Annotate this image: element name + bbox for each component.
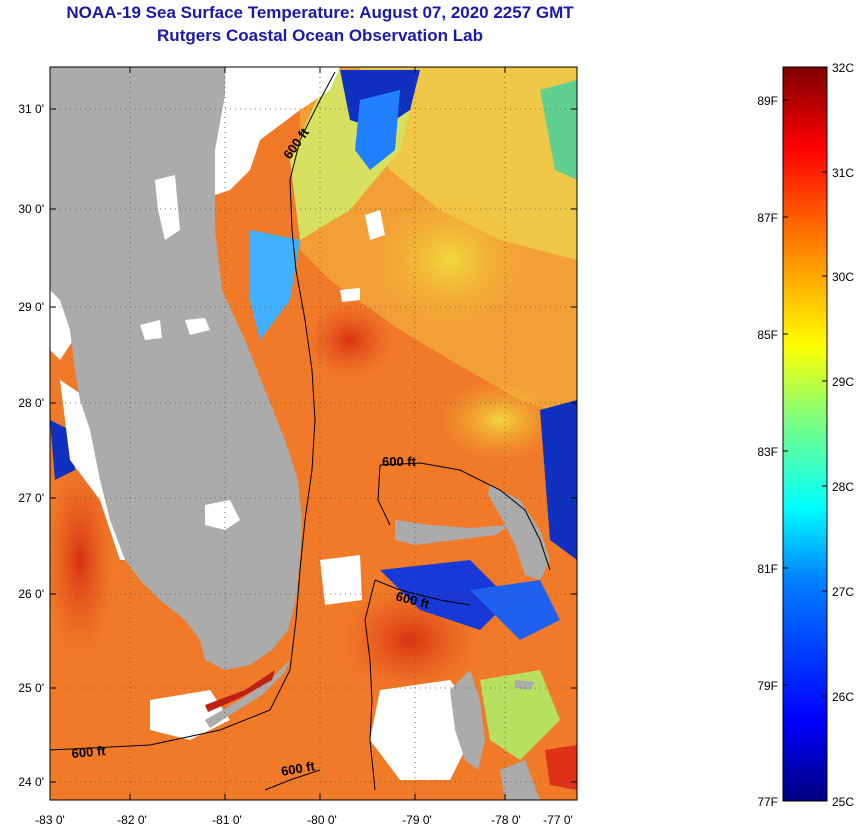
grand-bahama xyxy=(395,520,510,545)
ocean-yellow-patch xyxy=(360,67,577,260)
colorbar-f-label: 83F xyxy=(757,445,778,459)
lon-tick-label: -82 0' xyxy=(117,813,147,827)
isobath-600ft xyxy=(50,71,551,791)
lon-tick-label: -77 0' xyxy=(543,813,573,827)
colorbar-f-label: 85F xyxy=(757,328,778,342)
cool-water-east xyxy=(540,400,577,560)
lat-tick-label: 24 0' xyxy=(18,775,44,789)
colorbar-f-label: 77F xyxy=(757,795,778,809)
lat-tick-label: 31 0' xyxy=(18,102,44,116)
lake xyxy=(140,320,162,340)
lake xyxy=(155,175,180,240)
map-gridlines xyxy=(50,67,577,800)
map-tick-marks xyxy=(50,67,577,800)
colorbar-c-label: 32C xyxy=(832,61,854,75)
longitude-tick-labels: -83 0' -82 0' -81 0' -80 0' -79 0' -78 0… xyxy=(35,813,573,827)
sst-image xyxy=(50,67,577,800)
cool-water-north-2 xyxy=(355,90,400,170)
cloud-small-1 xyxy=(365,210,385,240)
warm-spot-se xyxy=(545,745,577,790)
colorbar-c-label: 25C xyxy=(832,795,854,809)
cloud-small-2 xyxy=(340,288,360,302)
lat-tick-label: 28 0' xyxy=(18,396,44,410)
lake xyxy=(185,318,210,335)
lon-tick-label: -83 0' xyxy=(35,813,65,827)
colorbar-f-label: 87F xyxy=(757,211,778,225)
cool-water-bahamas xyxy=(380,560,510,630)
lon-tick-label: -81 0' xyxy=(212,813,242,827)
lon-tick-label: -78 0' xyxy=(491,813,521,827)
lon-tick-label: -79 0' xyxy=(402,813,432,827)
colorbar-c-label: 26C xyxy=(832,690,854,704)
cool-water-bahamas-2 xyxy=(470,580,560,640)
warm-core-gulf xyxy=(50,460,115,660)
keys-warm-strip xyxy=(205,670,275,712)
colorbar-f-label: 79F xyxy=(757,679,778,693)
map-title: NOAA-19 Sea Surface Temperature: August … xyxy=(66,3,574,22)
abaco-island xyxy=(488,485,550,580)
colorbar-f-label: 89F xyxy=(757,94,778,108)
colorbar: 32C 31C 30C 29C 28C 27C 26C 25C 89F 87F … xyxy=(757,61,854,809)
green-water-south xyxy=(480,670,560,760)
warm-core xyxy=(305,300,395,380)
isobath-label: 600 ft xyxy=(382,454,417,469)
lat-tick-label: 25 0' xyxy=(18,681,44,695)
map-frame xyxy=(49,66,578,801)
colorbar-c-label: 28C xyxy=(832,480,854,494)
colorbar-c-label: 30C xyxy=(832,270,854,284)
colorbar-c-label: 31C xyxy=(832,166,854,180)
florida-keys xyxy=(205,660,290,728)
cloud-small-3 xyxy=(320,555,362,605)
colorbar-f-label: 81F xyxy=(757,562,778,576)
map-subtitle: Rutgers Coastal Ocean Observation Lab xyxy=(157,26,483,45)
latitude-tick-labels: 24 0' 25 0' 26 0' 27 0' 28 0' 29 0' 30 0… xyxy=(18,102,44,789)
green-water-ne xyxy=(540,80,577,180)
lake-okeechobee xyxy=(205,500,240,530)
colorbar-c-label: 27C xyxy=(832,585,854,599)
colorbar-c-label: 29C xyxy=(832,375,854,389)
andros-south xyxy=(500,760,540,800)
yellow-swirl-2 xyxy=(440,380,560,460)
yellow-swirl xyxy=(370,190,530,330)
colorbar-gradient xyxy=(782,66,828,802)
lat-tick-label: 29 0' xyxy=(18,300,44,314)
lon-tick-label: -80 0' xyxy=(307,813,337,827)
cool-water-coast xyxy=(250,230,300,340)
lat-tick-label: 26 0' xyxy=(18,587,44,601)
lat-tick-label: 30 0' xyxy=(18,202,44,216)
isobath-label: 600 ft xyxy=(280,758,317,779)
small-cay xyxy=(515,680,535,690)
lat-tick-label: 27 0' xyxy=(18,491,44,505)
isobath-label: 600 ft xyxy=(71,743,107,761)
andros-island xyxy=(450,670,485,770)
